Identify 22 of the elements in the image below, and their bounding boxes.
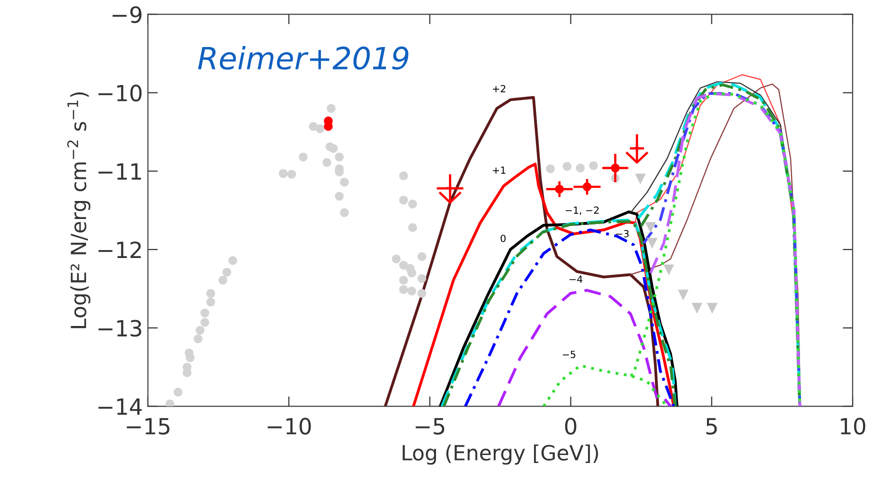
x-tick-label: −5 <box>416 418 444 435</box>
y-tick-label: −13 <box>98 320 142 337</box>
y-tick-label: −12 <box>98 241 141 258</box>
y-axis-title: Log(E² N/erg cm$^{−2}$ s$^{−1}$) <box>67 92 90 328</box>
annotation: −3 <box>616 230 629 238</box>
annotation: −4 <box>570 276 582 283</box>
x-tick-label: −15 <box>126 418 170 435</box>
x-tick-label: 10 <box>840 418 866 435</box>
annotation: Reimer+2019 <box>198 46 408 70</box>
x-tick-label: −10 <box>268 418 311 435</box>
annotation: −1, −2 <box>566 206 599 215</box>
annotation: +1 <box>492 166 506 174</box>
y-tick-label: −9 <box>112 6 142 24</box>
y-tick-label: −11 <box>98 163 141 180</box>
y-tick-label: −10 <box>98 84 142 102</box>
y-tick-label: −14 <box>98 398 142 415</box>
annotation: −5 <box>562 350 576 358</box>
annotation: +2 <box>492 84 506 92</box>
x-tick-label: 0 <box>565 418 576 435</box>
x-tick-label: 5 <box>706 418 717 435</box>
x-axis-title: Log (Energy [GeV]) <box>402 444 598 465</box>
annotation: 0 <box>500 234 506 242</box>
